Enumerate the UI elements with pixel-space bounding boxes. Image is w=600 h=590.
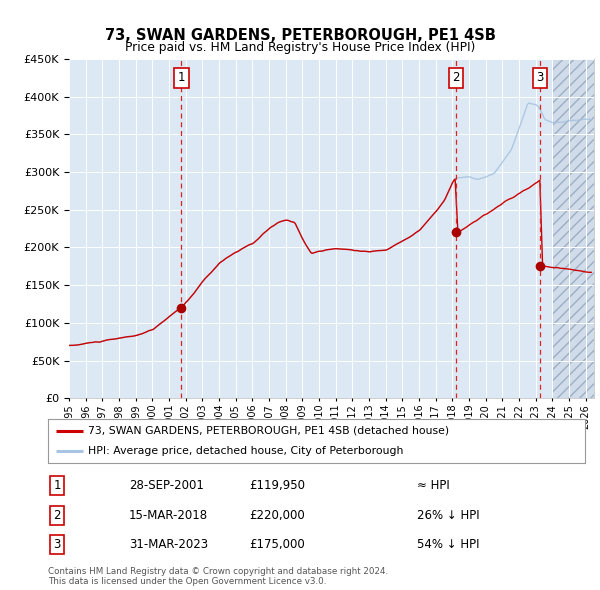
Text: £175,000: £175,000 <box>249 538 305 551</box>
Text: £119,950: £119,950 <box>249 479 305 492</box>
Text: 54% ↓ HPI: 54% ↓ HPI <box>417 538 479 551</box>
Text: 1: 1 <box>53 479 61 492</box>
Text: Price paid vs. HM Land Registry's House Price Index (HPI): Price paid vs. HM Land Registry's House … <box>125 41 475 54</box>
Text: 2: 2 <box>53 509 61 522</box>
Text: £220,000: £220,000 <box>249 509 305 522</box>
Text: This data is licensed under the Open Government Licence v3.0.: This data is licensed under the Open Gov… <box>48 576 326 586</box>
Text: 15-MAR-2018: 15-MAR-2018 <box>129 509 208 522</box>
Text: 73, SWAN GARDENS, PETERBOROUGH, PE1 4SB (detached house): 73, SWAN GARDENS, PETERBOROUGH, PE1 4SB … <box>88 426 449 436</box>
Text: 31-MAR-2023: 31-MAR-2023 <box>129 538 208 551</box>
Bar <box>553 59 594 398</box>
Text: HPI: Average price, detached house, City of Peterborough: HPI: Average price, detached house, City… <box>88 446 404 456</box>
Text: 1: 1 <box>178 71 185 84</box>
Text: 26% ↓ HPI: 26% ↓ HPI <box>417 509 479 522</box>
Text: 73, SWAN GARDENS, PETERBOROUGH, PE1 4SB: 73, SWAN GARDENS, PETERBOROUGH, PE1 4SB <box>104 28 496 43</box>
Bar <box>553 59 594 398</box>
Text: Contains HM Land Registry data © Crown copyright and database right 2024.: Contains HM Land Registry data © Crown c… <box>48 566 388 576</box>
Text: ≈ HPI: ≈ HPI <box>417 479 450 492</box>
Text: 3: 3 <box>53 538 61 551</box>
Text: 2: 2 <box>452 71 460 84</box>
Text: 3: 3 <box>536 71 544 84</box>
Text: 28-SEP-2001: 28-SEP-2001 <box>129 479 204 492</box>
